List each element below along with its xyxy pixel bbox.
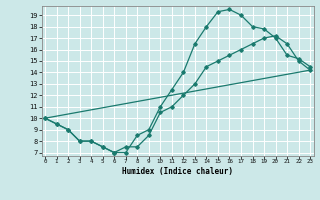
X-axis label: Humidex (Indice chaleur): Humidex (Indice chaleur) xyxy=(122,167,233,176)
